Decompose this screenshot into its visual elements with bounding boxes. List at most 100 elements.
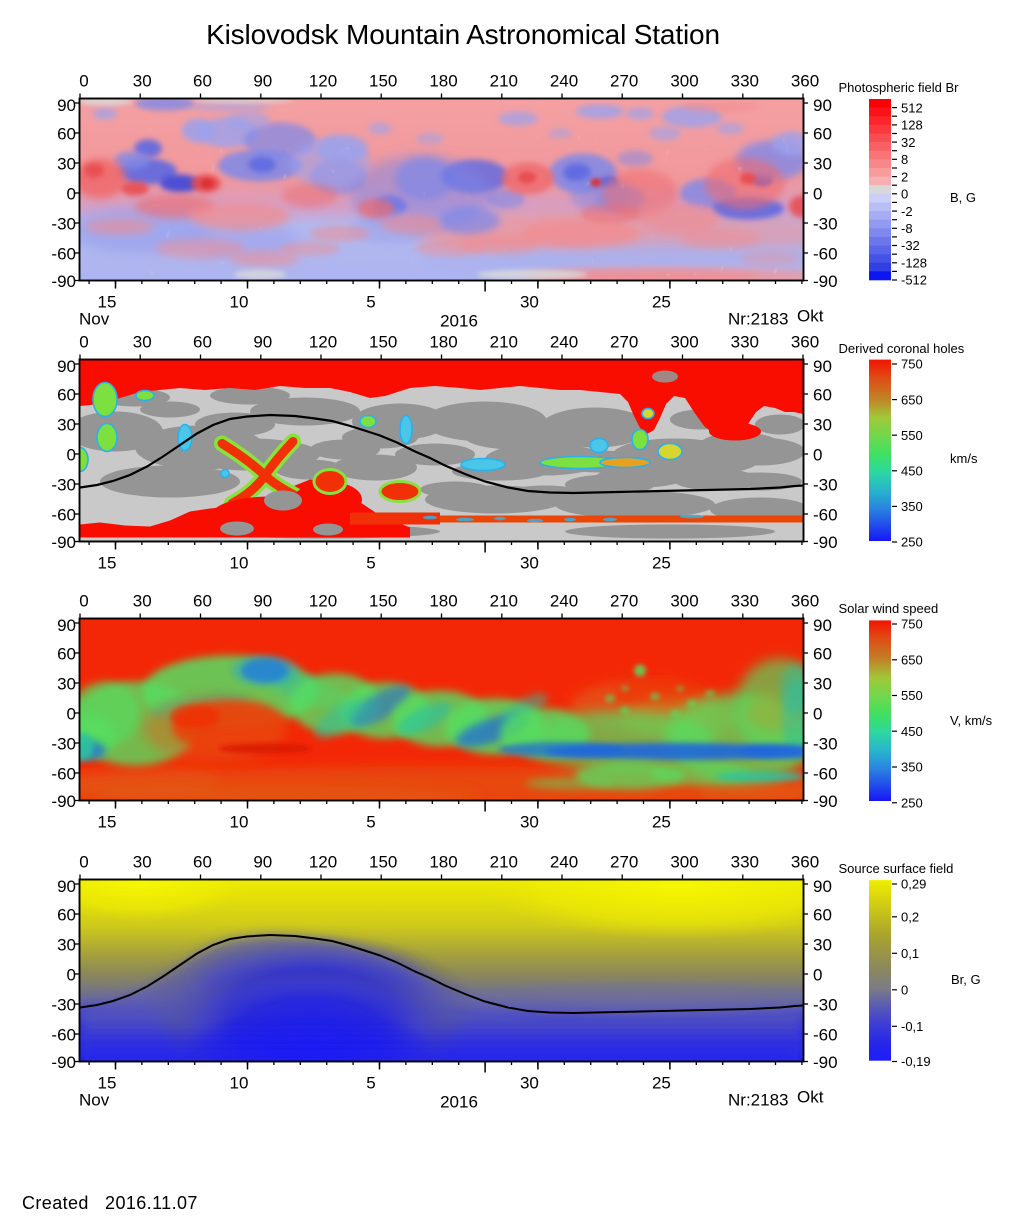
svg-text:0: 0 <box>813 966 822 985</box>
svg-text:60: 60 <box>57 645 76 664</box>
svg-text:15: 15 <box>98 813 117 832</box>
svg-text:30: 30 <box>57 416 76 435</box>
svg-text:60: 60 <box>57 125 76 144</box>
svg-text:150: 150 <box>369 853 397 872</box>
svg-text:2016: 2016 <box>440 312 478 331</box>
svg-text:-30: -30 <box>51 735 76 754</box>
svg-text:5: 5 <box>366 293 375 312</box>
svg-text:32: 32 <box>901 135 915 150</box>
svg-text:90: 90 <box>253 333 272 352</box>
svg-text:30: 30 <box>520 1074 539 1093</box>
svg-text:-0,19: -0,19 <box>901 1054 931 1069</box>
svg-text:90: 90 <box>57 357 76 376</box>
svg-text:30: 30 <box>133 333 152 352</box>
svg-text:90: 90 <box>253 592 272 611</box>
svg-text:Photospheric field Br: Photospheric field Br <box>839 80 960 95</box>
svg-text:300: 300 <box>670 592 698 611</box>
svg-text:360: 360 <box>791 333 819 352</box>
svg-text:-32: -32 <box>901 238 920 253</box>
svg-text:Nov: Nov <box>79 310 110 329</box>
svg-text:30: 30 <box>133 853 152 872</box>
svg-text:-2: -2 <box>901 204 913 219</box>
svg-text:0,29: 0,29 <box>901 877 926 892</box>
svg-text:30: 30 <box>813 936 832 955</box>
svg-text:30: 30 <box>57 936 76 955</box>
svg-text:5: 5 <box>366 554 375 573</box>
svg-text:450: 450 <box>901 464 923 479</box>
svg-text:-0,1: -0,1 <box>901 1019 923 1034</box>
svg-text:Source surface field: Source surface field <box>839 861 954 876</box>
svg-text:0: 0 <box>813 446 822 465</box>
svg-text:300: 300 <box>670 72 698 91</box>
svg-text:60: 60 <box>813 906 832 925</box>
svg-text:60: 60 <box>193 72 212 91</box>
svg-text:270: 270 <box>610 592 638 611</box>
svg-text:-90: -90 <box>51 792 76 811</box>
svg-text:180: 180 <box>429 72 457 91</box>
svg-text:Br, G: Br, G <box>951 972 981 987</box>
svg-text:60: 60 <box>813 645 832 664</box>
svg-text:240: 240 <box>550 72 578 91</box>
svg-text:-90: -90 <box>813 533 838 552</box>
svg-text:270: 270 <box>610 853 638 872</box>
svg-text:250: 250 <box>901 535 923 550</box>
svg-text:0: 0 <box>67 185 76 204</box>
svg-text:0: 0 <box>67 705 76 724</box>
svg-text:Nov: Nov <box>79 1091 110 1110</box>
svg-text:360: 360 <box>791 72 819 91</box>
svg-text:-60: -60 <box>51 1026 76 1045</box>
svg-text:-60: -60 <box>813 765 838 784</box>
svg-text:250: 250 <box>901 796 923 811</box>
svg-text:km/s: km/s <box>950 451 978 466</box>
svg-text:Nr:2183: Nr:2183 <box>728 310 788 329</box>
svg-text:-60: -60 <box>51 245 76 264</box>
svg-text:650: 650 <box>901 653 923 668</box>
svg-text:0: 0 <box>79 72 88 91</box>
svg-text:90: 90 <box>253 853 272 872</box>
svg-text:60: 60 <box>57 906 76 925</box>
svg-text:60: 60 <box>57 386 76 405</box>
svg-text:30: 30 <box>520 813 539 832</box>
svg-text:60: 60 <box>193 853 212 872</box>
svg-text:-90: -90 <box>813 272 838 291</box>
svg-text:0: 0 <box>901 187 908 202</box>
svg-text:-30: -30 <box>813 996 838 1015</box>
svg-text:30: 30 <box>813 675 832 694</box>
svg-text:120: 120 <box>309 72 337 91</box>
svg-text:-30: -30 <box>51 215 76 234</box>
svg-text:90: 90 <box>57 616 76 635</box>
svg-text:30: 30 <box>813 416 832 435</box>
svg-text:Solar wind speed: Solar wind speed <box>839 601 939 616</box>
svg-text:0: 0 <box>79 592 88 611</box>
svg-text:90: 90 <box>253 72 272 91</box>
svg-text:750: 750 <box>901 617 923 632</box>
svg-text:-90: -90 <box>813 792 838 811</box>
svg-text:60: 60 <box>193 333 212 352</box>
svg-text:120: 120 <box>309 592 337 611</box>
svg-text:240: 240 <box>550 333 578 352</box>
svg-text:25: 25 <box>652 1074 671 1093</box>
svg-text:-30: -30 <box>51 476 76 495</box>
svg-text:300: 300 <box>670 333 698 352</box>
svg-text:0,1: 0,1 <box>901 946 919 961</box>
svg-text:0: 0 <box>67 966 76 985</box>
svg-text:25: 25 <box>652 813 671 832</box>
svg-text:0: 0 <box>79 333 88 352</box>
svg-text:330: 330 <box>731 853 759 872</box>
svg-text:550: 550 <box>901 688 923 703</box>
svg-text:Nr:2183: Nr:2183 <box>728 1091 788 1110</box>
svg-text:5: 5 <box>366 1074 375 1093</box>
svg-text:B, G: B, G <box>950 190 976 205</box>
svg-text:2: 2 <box>901 169 908 184</box>
svg-text:330: 330 <box>731 592 759 611</box>
svg-text:90: 90 <box>57 877 76 896</box>
svg-text:30: 30 <box>520 554 539 573</box>
svg-text:-60: -60 <box>813 506 838 525</box>
svg-text:-30: -30 <box>813 476 838 495</box>
svg-text:Okt: Okt <box>797 307 824 326</box>
svg-text:90: 90 <box>813 96 832 115</box>
svg-text:-60: -60 <box>813 245 838 264</box>
svg-text:-60: -60 <box>813 1026 838 1045</box>
svg-text:360: 360 <box>791 853 819 872</box>
svg-text:210: 210 <box>490 592 518 611</box>
